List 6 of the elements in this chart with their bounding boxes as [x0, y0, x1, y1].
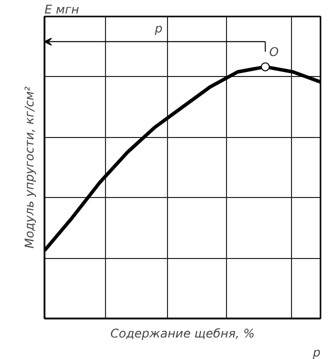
- x-axis-title: Содержание щебня, %: [110, 326, 255, 340]
- text: O: [269, 44, 279, 59]
- y-axis-title: Модуль упругости, кг/см²: [22, 86, 36, 249]
- text: p: [154, 22, 163, 36]
- text: Е мгн: [44, 2, 80, 16]
- text: p: [312, 346, 321, 359]
